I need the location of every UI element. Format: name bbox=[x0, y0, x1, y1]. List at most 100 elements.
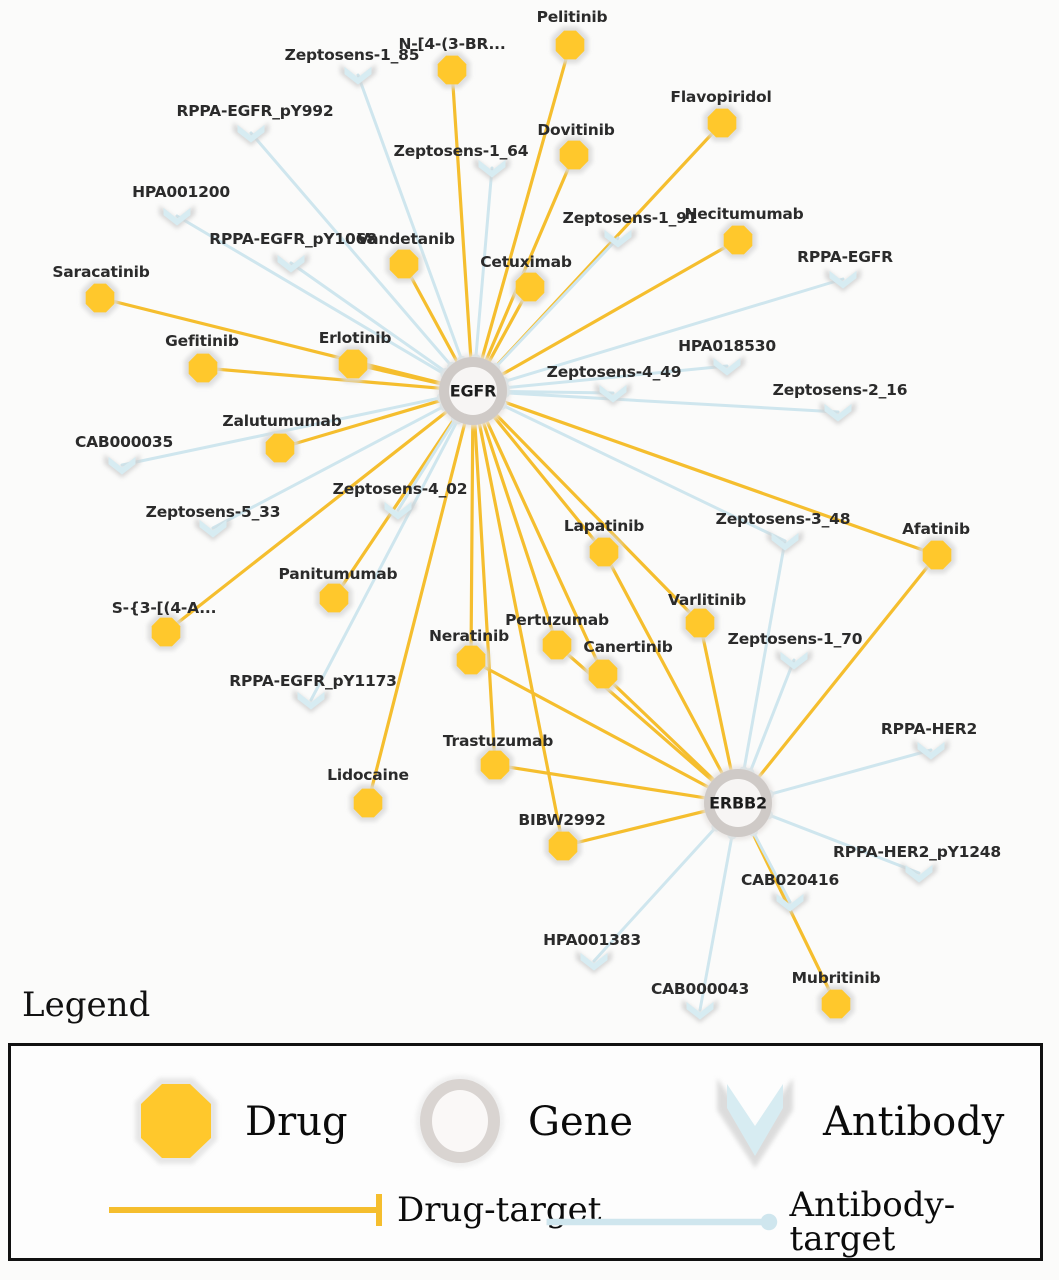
edge-antibody-target bbox=[175, 214, 447, 377]
drug-node[interactable] bbox=[511, 268, 549, 306]
drug-node[interactable] bbox=[349, 784, 387, 822]
gene-node[interactable] bbox=[701, 766, 775, 840]
drug-node[interactable] bbox=[315, 579, 353, 617]
octagon-icon bbox=[151, 617, 181, 647]
edge-drug-target bbox=[164, 409, 450, 634]
drug-node[interactable] bbox=[584, 655, 622, 693]
drug-node[interactable] bbox=[551, 26, 589, 64]
drug-node[interactable] bbox=[555, 136, 593, 174]
octagon-icon bbox=[338, 349, 368, 379]
octagon-icon bbox=[480, 750, 510, 780]
edge-antibody-target bbox=[503, 391, 840, 414]
chevron-icon bbox=[776, 893, 804, 912]
antibody-node[interactable] bbox=[474, 157, 510, 181]
antibody-node[interactable] bbox=[901, 862, 937, 886]
edge-antibody-target bbox=[249, 131, 454, 369]
drug-node[interactable] bbox=[681, 604, 719, 642]
antibody-node[interactable] bbox=[776, 649, 812, 673]
edge-drug-target bbox=[561, 809, 709, 848]
antibody-node[interactable] bbox=[767, 530, 803, 554]
chevron-icon bbox=[829, 270, 857, 289]
octagon-icon bbox=[685, 608, 715, 638]
legend-label-drug: Drug bbox=[245, 1099, 348, 1145]
antibody-node[interactable] bbox=[273, 252, 309, 276]
edge-antibody-target bbox=[500, 403, 787, 543]
drug-node[interactable] bbox=[385, 245, 423, 283]
legend-item-drug-target: Drug-target bbox=[103, 1188, 601, 1232]
edge-antibody-target bbox=[751, 829, 792, 904]
gene-inner bbox=[449, 367, 497, 415]
octagon-icon bbox=[353, 788, 383, 818]
drug-node[interactable] bbox=[544, 827, 582, 865]
edge-drug-target bbox=[477, 420, 565, 848]
edge-drug-target bbox=[278, 398, 444, 450]
edge-drug-target bbox=[555, 643, 716, 784]
chevron-icon bbox=[771, 532, 799, 551]
legend-title: Legend bbox=[22, 985, 151, 1025]
antibody-node[interactable] bbox=[820, 401, 856, 425]
antibody-node[interactable] bbox=[233, 122, 269, 146]
octagon-icon bbox=[389, 249, 419, 279]
edge-drug-target bbox=[756, 553, 939, 780]
drug-node[interactable] bbox=[433, 51, 471, 89]
drug-node[interactable] bbox=[538, 626, 576, 664]
drug-node[interactable] bbox=[81, 279, 119, 317]
antibody-node[interactable] bbox=[576, 950, 612, 974]
octagon-icon bbox=[542, 630, 572, 660]
edge-drug-target bbox=[480, 43, 572, 362]
drug-node[interactable] bbox=[817, 985, 855, 1023]
edge-drug-target bbox=[201, 366, 443, 390]
antibody-node[interactable] bbox=[913, 739, 949, 763]
antibody-node[interactable] bbox=[709, 355, 745, 379]
edge-drug-target bbox=[469, 421, 475, 662]
octagon-icon bbox=[589, 537, 619, 567]
octagon-icon bbox=[821, 989, 851, 1019]
antibody-node[interactable] bbox=[825, 268, 861, 292]
edge-drug-target bbox=[366, 420, 467, 805]
antibody-node[interactable] bbox=[595, 382, 631, 406]
edge-drug-target bbox=[469, 658, 712, 790]
antibody-node[interactable] bbox=[772, 891, 808, 915]
gene-node[interactable] bbox=[436, 354, 510, 428]
chevron-icon bbox=[237, 124, 265, 143]
antibody-node[interactable] bbox=[600, 227, 636, 251]
legend-item-antibody-target: Antibody-target bbox=[541, 1188, 1040, 1256]
drug-node[interactable] bbox=[261, 429, 299, 467]
edge-drug-target bbox=[501, 400, 939, 557]
antibody-node[interactable] bbox=[104, 454, 140, 478]
drug-node[interactable] bbox=[184, 349, 222, 387]
octagon-icon bbox=[319, 583, 349, 613]
antibody-node[interactable] bbox=[195, 517, 231, 541]
chevron-icon bbox=[713, 357, 741, 376]
octagon-icon bbox=[188, 353, 218, 383]
antibody-node[interactable] bbox=[380, 499, 416, 523]
antibody-node[interactable] bbox=[159, 205, 195, 229]
chevron-icon bbox=[478, 159, 506, 178]
chevron-icon bbox=[917, 741, 945, 760]
octagon-icon bbox=[555, 30, 585, 60]
antibody-node[interactable] bbox=[293, 689, 329, 713]
octagon-icon bbox=[437, 55, 467, 85]
chevron-icon bbox=[297, 691, 325, 710]
legend-item-antibody: Antibody bbox=[701, 1070, 1004, 1174]
edge-antibody-target bbox=[748, 658, 796, 775]
drug-node[interactable] bbox=[452, 641, 490, 679]
drug-node[interactable] bbox=[147, 613, 185, 651]
line-tbar-icon bbox=[109, 1194, 382, 1226]
nodes-layer bbox=[81, 26, 956, 1023]
edge-antibody-target bbox=[493, 236, 620, 370]
legend-shape-row: Drug Gene Antibody bbox=[11, 1064, 1040, 1174]
drug-node[interactable] bbox=[476, 746, 514, 784]
drug-node[interactable] bbox=[334, 345, 372, 383]
drug-node[interactable] bbox=[585, 533, 623, 571]
drug-node[interactable] bbox=[918, 536, 956, 574]
antibody-node[interactable] bbox=[340, 64, 376, 88]
drug-node[interactable] bbox=[719, 221, 757, 259]
network-canvas: Zeptosens-1_85 RPPA-EGFR_pY992 HPA001200 RP… bbox=[52, 8, 1002, 1023]
octagon-icon bbox=[559, 140, 589, 170]
antibody-node[interactable] bbox=[682, 999, 718, 1023]
drug-node[interactable] bbox=[703, 104, 741, 142]
edge-drug-target bbox=[484, 418, 605, 676]
circle-icon bbox=[416, 1075, 504, 1167]
